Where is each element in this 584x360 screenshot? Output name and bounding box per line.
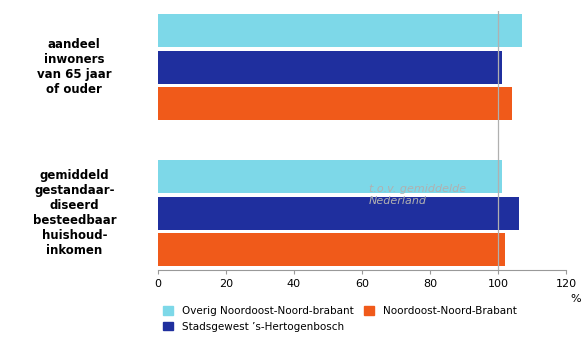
Bar <box>158 161 502 193</box>
Text: %: % <box>570 294 580 304</box>
Bar <box>158 197 519 230</box>
Bar <box>158 51 502 84</box>
Bar <box>158 87 512 120</box>
Legend: Overig Noordoost-Noord-brabant, Stadsgewest ’s-Hertogenbosch, Noordoost-Noord-Br: Overig Noordoost-Noord-brabant, Stadsgew… <box>163 306 516 332</box>
Text: t.o.v. gemiddelde
Nederland: t.o.v. gemiddelde Nederland <box>369 184 466 206</box>
Bar <box>158 14 522 47</box>
Bar <box>158 234 505 266</box>
